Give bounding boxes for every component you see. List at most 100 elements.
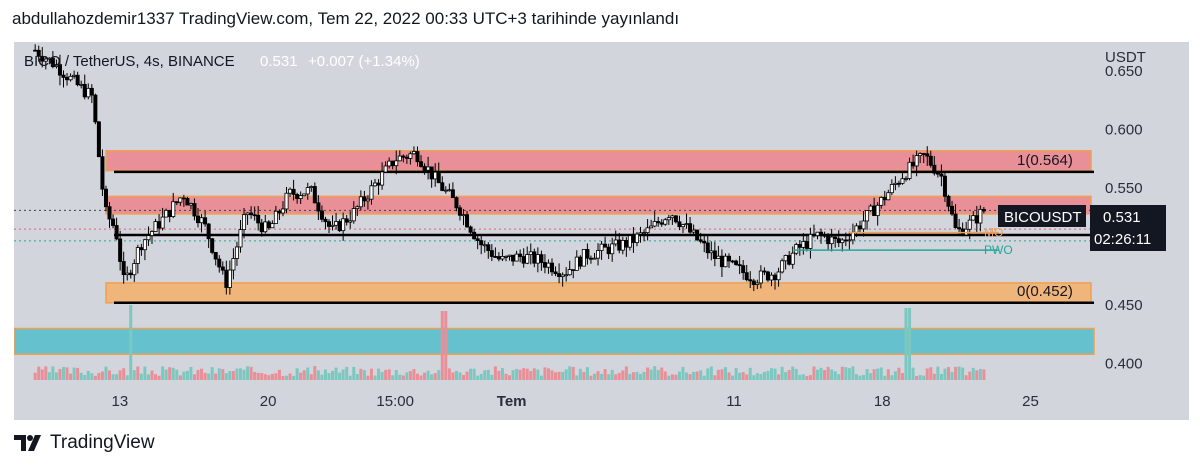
candlestick-chart[interactable]: 1(0.564) 0(0.452) PWO MO BICO / TetherUS, … <box>14 42 1189 420</box>
candle-body <box>426 166 431 171</box>
candle-body <box>65 77 70 81</box>
candle-body <box>397 155 402 162</box>
candle-body <box>61 74 66 78</box>
candle <box>967 214 972 240</box>
volume-bar <box>348 375 352 380</box>
symbol-legend[interactable]: BICO / TetherUS, 4s, BINANCE <box>24 53 235 70</box>
candle-body <box>751 280 756 285</box>
volume-bar <box>281 375 285 380</box>
volume-bar <box>805 375 809 380</box>
candle <box>712 241 717 267</box>
volume-bar <box>355 374 359 380</box>
candle <box>496 252 501 262</box>
chart-area[interactable]: 1(0.564) 0(0.452) PWO MO BICO / TetherUS, … <box>14 42 1189 420</box>
footer-brand[interactable]: TradingView <box>14 432 155 454</box>
candle-body <box>511 254 516 262</box>
candle <box>482 241 487 253</box>
candle-body <box>744 272 749 281</box>
candle <box>443 186 448 194</box>
volume-bar <box>100 371 104 380</box>
candle <box>748 271 753 288</box>
candle <box>79 80 84 89</box>
candle <box>146 226 151 246</box>
candle <box>319 205 324 223</box>
candle <box>935 171 940 178</box>
candle-body <box>553 271 558 275</box>
volume-bar <box>150 370 154 380</box>
candle-body <box>196 215 201 224</box>
candle <box>815 231 820 240</box>
volume-bar <box>975 370 979 380</box>
candle-body <box>401 155 406 158</box>
candle <box>532 248 537 268</box>
candle-body <box>213 252 218 260</box>
volume-bar <box>192 374 196 380</box>
candle <box>61 70 66 88</box>
candle <box>783 254 788 270</box>
candle-body <box>273 210 278 224</box>
price-tick-0: 0.650 <box>1105 63 1143 80</box>
candle-body <box>376 182 381 186</box>
candle-body <box>854 225 859 233</box>
volume-bar <box>221 369 225 380</box>
volume-bar <box>571 366 575 380</box>
candle-body <box>865 210 870 222</box>
candle-body <box>889 184 894 194</box>
volume-bar <box>978 368 982 380</box>
candle-body <box>284 192 289 210</box>
volume-bar <box>157 375 161 380</box>
candle <box>574 250 579 271</box>
volume-bar <box>780 366 784 380</box>
volume-bar <box>175 369 179 380</box>
candle <box>291 179 296 201</box>
candle-body <box>861 220 866 230</box>
svg-text:BICOUSDT: BICOUSDT <box>1004 209 1082 226</box>
candle <box>472 228 477 240</box>
candle <box>139 243 144 256</box>
volume-bar <box>97 372 101 380</box>
candle-body <box>762 270 767 273</box>
volume-bar <box>716 369 720 380</box>
volume-bar <box>178 375 182 380</box>
candle <box>68 73 73 82</box>
candle <box>514 250 519 262</box>
candle <box>716 245 721 259</box>
candle <box>758 265 763 289</box>
ref-label-0: PWO <box>984 243 1013 257</box>
candle <box>737 256 742 275</box>
candle-body <box>907 161 912 179</box>
volume-bar <box>854 374 858 380</box>
volume-bar <box>865 369 869 380</box>
volume-bar <box>182 371 186 380</box>
candle <box>875 202 880 226</box>
volume-bar <box>957 366 961 380</box>
volume-bar <box>415 373 419 380</box>
volume-bar <box>69 373 73 380</box>
candle-body <box>645 227 650 234</box>
candle <box>811 224 816 238</box>
candle-body <box>564 274 569 277</box>
candle-body <box>684 223 689 226</box>
candle <box>659 219 664 227</box>
candle-body <box>826 235 831 245</box>
candle-body <box>567 269 572 276</box>
candle <box>684 213 689 229</box>
price-tick-4: 0.400 <box>1105 356 1143 373</box>
candle <box>167 209 172 223</box>
candle <box>348 211 353 229</box>
candle-body <box>369 185 374 200</box>
candle-body <box>836 238 841 244</box>
volume-bar <box>79 372 83 380</box>
volume-bar <box>306 367 310 380</box>
volume-bar <box>925 368 929 380</box>
volume-bar <box>784 372 788 380</box>
candle <box>479 235 484 255</box>
candle <box>72 70 77 79</box>
volume-bar <box>681 367 685 380</box>
candle <box>557 263 562 284</box>
volume-bar <box>755 373 759 380</box>
candle-body <box>649 225 654 229</box>
candle-body <box>840 239 845 244</box>
tradingview-logo-icon <box>14 435 44 451</box>
candle-body <box>263 221 268 233</box>
